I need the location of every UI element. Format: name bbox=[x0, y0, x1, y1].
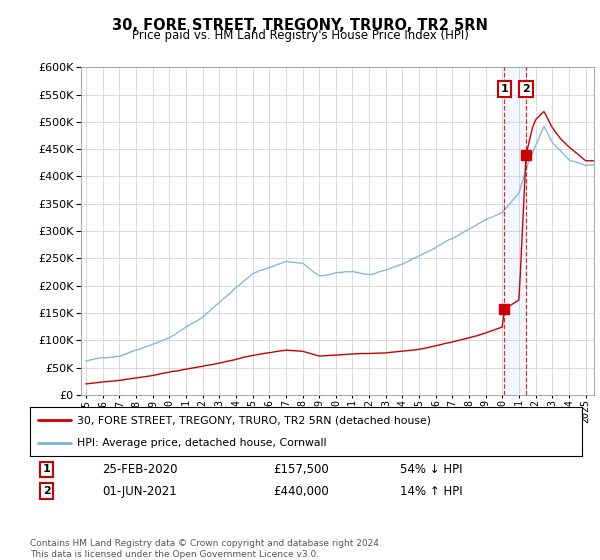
Text: 2: 2 bbox=[43, 486, 50, 496]
Text: 1: 1 bbox=[500, 84, 508, 94]
Text: 54% ↓ HPI: 54% ↓ HPI bbox=[400, 463, 463, 476]
Text: 1: 1 bbox=[43, 464, 50, 474]
Text: 14% ↑ HPI: 14% ↑ HPI bbox=[400, 484, 463, 498]
Text: £157,500: £157,500 bbox=[273, 463, 329, 476]
Text: HPI: Average price, detached house, Cornwall: HPI: Average price, detached house, Corn… bbox=[77, 438, 326, 448]
Text: 30, FORE STREET, TREGONY, TRURO, TR2 5RN (detached house): 30, FORE STREET, TREGONY, TRURO, TR2 5RN… bbox=[77, 416, 431, 426]
Text: £440,000: £440,000 bbox=[273, 484, 329, 498]
Text: Contains HM Land Registry data © Crown copyright and database right 2024.
This d: Contains HM Land Registry data © Crown c… bbox=[30, 539, 382, 559]
Text: 01-JUN-2021: 01-JUN-2021 bbox=[102, 484, 176, 498]
Bar bbox=[505, 67, 526, 395]
Text: Price paid vs. HM Land Registry's House Price Index (HPI): Price paid vs. HM Land Registry's House … bbox=[131, 29, 469, 42]
Text: 2: 2 bbox=[522, 84, 530, 94]
Text: 25-FEB-2020: 25-FEB-2020 bbox=[102, 463, 177, 476]
Text: 30, FORE STREET, TREGONY, TRURO, TR2 5RN: 30, FORE STREET, TREGONY, TRURO, TR2 5RN bbox=[112, 18, 488, 33]
